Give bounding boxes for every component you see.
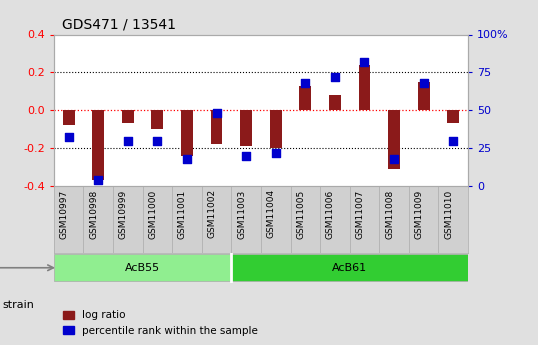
Bar: [231, 254, 468, 281]
Point: [301, 80, 309, 86]
Point: [242, 153, 250, 158]
Text: GSM11006: GSM11006: [326, 189, 335, 238]
Text: GSM11000: GSM11000: [148, 189, 157, 238]
Bar: [181, 110, 193, 156]
Bar: [447, 110, 459, 124]
Point: [330, 74, 339, 80]
Bar: [122, 110, 133, 124]
Text: GSM11002: GSM11002: [208, 189, 216, 238]
Text: AcB61: AcB61: [332, 263, 367, 273]
Bar: [388, 110, 400, 169]
Text: AcB55: AcB55: [125, 263, 160, 273]
Bar: [240, 110, 252, 146]
Point: [182, 156, 192, 161]
Text: GSM11008: GSM11008: [385, 189, 394, 238]
Point: [449, 138, 457, 143]
Bar: [210, 110, 223, 144]
Bar: [417, 82, 429, 110]
Bar: [358, 65, 370, 110]
Text: GSM11007: GSM11007: [356, 189, 365, 238]
Text: GSM11004: GSM11004: [267, 189, 275, 238]
Text: GSM10997: GSM10997: [60, 189, 69, 238]
Text: GDS471 / 13541: GDS471 / 13541: [62, 18, 176, 32]
Bar: [329, 95, 341, 110]
Point: [390, 156, 398, 161]
Point: [123, 138, 132, 143]
Legend: log ratio, percentile rank within the sample: log ratio, percentile rank within the sa…: [59, 306, 262, 340]
Text: GSM11009: GSM11009: [415, 189, 423, 238]
Point: [271, 150, 280, 155]
Point: [419, 80, 428, 86]
Text: GSM10998: GSM10998: [89, 189, 98, 238]
Point: [94, 177, 102, 183]
Text: GSM11005: GSM11005: [296, 189, 305, 238]
Point: [65, 135, 73, 140]
Bar: [152, 110, 163, 129]
Text: GSM11003: GSM11003: [237, 189, 246, 238]
Point: [153, 138, 161, 143]
Text: GSM10999: GSM10999: [119, 189, 128, 238]
Text: strain: strain: [3, 300, 34, 310]
Bar: [299, 86, 311, 110]
Point: [360, 59, 369, 65]
Bar: [93, 110, 104, 180]
Bar: [54, 254, 231, 281]
Text: GSM11010: GSM11010: [444, 189, 453, 238]
Text: GSM11001: GSM11001: [178, 189, 187, 238]
Bar: [270, 110, 282, 148]
Bar: [62, 110, 74, 125]
Point: [212, 110, 221, 116]
